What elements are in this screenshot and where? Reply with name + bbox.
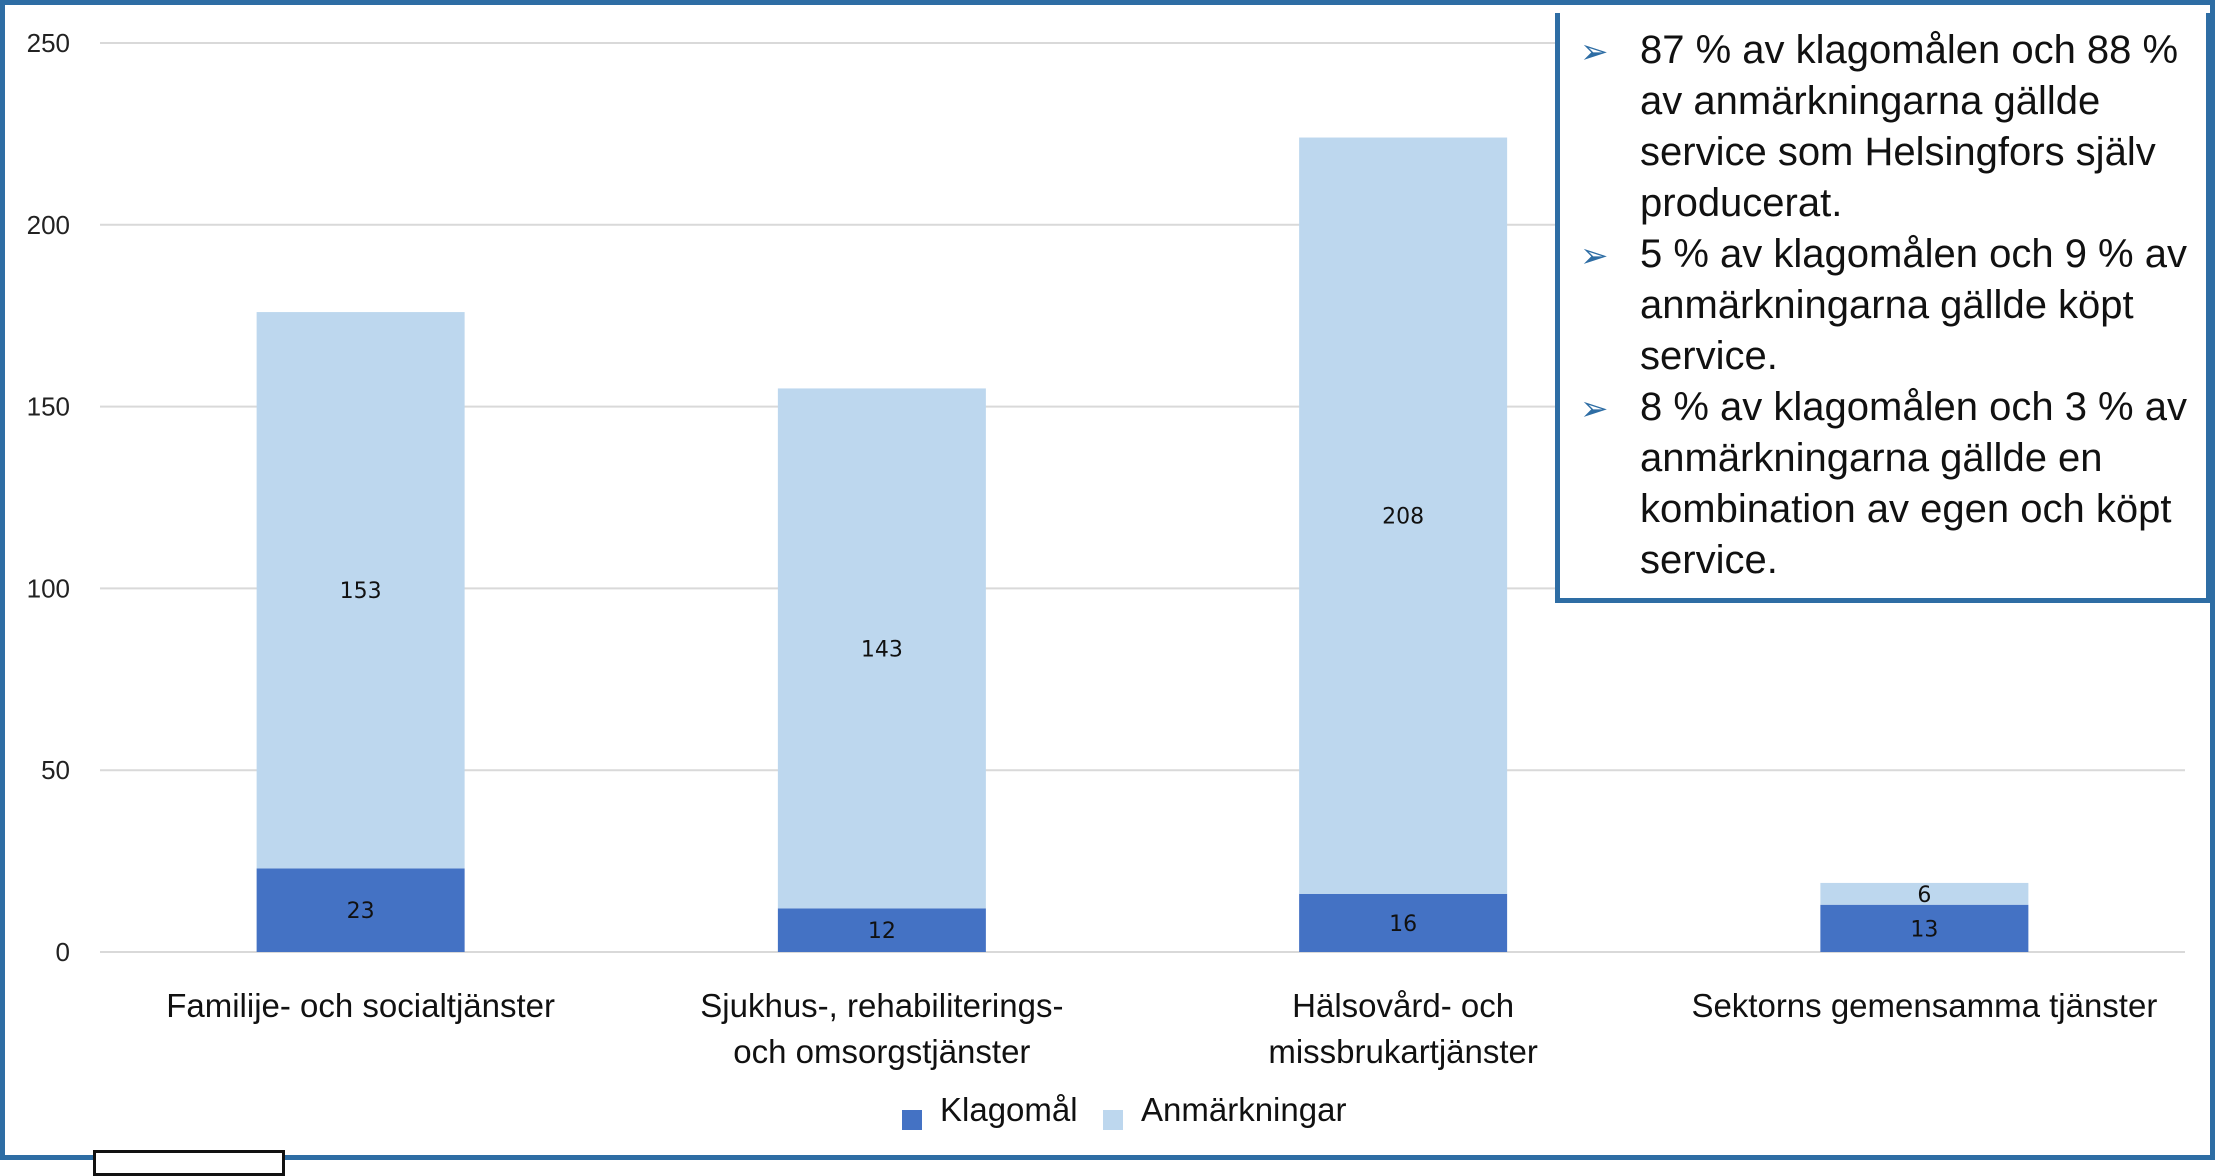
x-tick-label: Hälsovård- och missbrukartjänster bbox=[1268, 987, 1538, 1070]
y-axis: 0 50 100 150 200 250 bbox=[27, 28, 70, 967]
bar-klagomal bbox=[777, 908, 986, 952]
x-tick-label-line: Sjukhus-, rehabiliterings- bbox=[700, 987, 1063, 1024]
bar-anmarkningar bbox=[777, 388, 986, 909]
note-text: 87 % av klagomålen och 88 % av anmärknin… bbox=[1640, 28, 2179, 225]
notes-box: ➢ 87 % av klagomålen och 88 % av anmärkn… bbox=[1555, 13, 2211, 603]
x-tick-label-line: Sektorns gemensamma tjänster bbox=[1691, 987, 2157, 1024]
data-label: 13 bbox=[1910, 917, 1938, 942]
y-tick-label: 100 bbox=[27, 573, 70, 603]
x-tick-label-line: och omsorgstjänster bbox=[733, 1033, 1030, 1070]
data-label: 16 bbox=[1389, 912, 1417, 937]
x-tick-label: Sjukhus-, rehabiliterings-och omsorgstjä… bbox=[700, 987, 1063, 1070]
legend-label: Klagomål bbox=[940, 1091, 1078, 1128]
x-axis: Familije- och socialtjänster Sjukhus-, re… bbox=[166, 987, 2157, 1070]
note-item: ➢ 5 % av klagomålen och 9 % av anmärknin… bbox=[1580, 229, 2192, 382]
data-label: 153 bbox=[340, 579, 382, 604]
bars: 23 153 12 143 16 208 13 6 bbox=[256, 137, 2029, 952]
data-label: 143 bbox=[861, 637, 903, 662]
arrow-bullet-icon: ➢ bbox=[1580, 32, 1609, 72]
note-text: 5 % av klagomålen och 9 % av anmärkninga… bbox=[1640, 232, 2187, 378]
cropped-box bbox=[93, 1150, 285, 1176]
y-tick-label: 50 bbox=[41, 755, 70, 785]
bar-anmarkningar bbox=[1820, 882, 2029, 905]
note-item: ➢ 8 % av klagomålen och 3 % av anmärknin… bbox=[1580, 382, 2192, 586]
bar-klagomal bbox=[256, 868, 465, 952]
data-label: 23 bbox=[347, 899, 375, 924]
legend-label: Anmärkningar bbox=[1141, 1091, 1346, 1128]
bar-klagomal bbox=[1820, 904, 2029, 952]
y-tick-label: 250 bbox=[27, 28, 70, 58]
arrow-bullet-icon: ➢ bbox=[1580, 236, 1609, 276]
x-tick-label: Familije- och socialtjänster bbox=[166, 987, 555, 1024]
data-label: 12 bbox=[868, 919, 896, 944]
y-tick-label: 0 bbox=[56, 937, 70, 967]
stacked-bar-chart: 0 50 100 150 200 250 23 153 12 143 16 208 13 6 Famil… bbox=[27, 28, 2185, 1130]
legend: Klagomål Anmärkningar bbox=[902, 1091, 1346, 1130]
data-label: 6 bbox=[1917, 883, 1931, 908]
y-tick-label: 150 bbox=[27, 392, 70, 422]
bar-anmarkningar bbox=[1299, 137, 1508, 894]
data-label: 208 bbox=[1382, 505, 1424, 530]
legend-swatch bbox=[1103, 1110, 1123, 1130]
x-tick-label-line: Familije- och socialtjänster bbox=[166, 987, 555, 1024]
x-tick-label-line: Hälsovård- och bbox=[1292, 987, 1514, 1024]
legend-swatch bbox=[902, 1110, 922, 1130]
note-item: ➢ 87 % av klagomålen och 88 % av anmärkn… bbox=[1580, 25, 2192, 229]
x-tick-label-line: missbrukartjänster bbox=[1268, 1033, 1538, 1070]
arrow-bullet-icon: ➢ bbox=[1580, 389, 1609, 429]
notes-list: ➢ 87 % av klagomålen och 88 % av anmärkn… bbox=[1580, 25, 2192, 586]
bar-klagomal bbox=[1299, 893, 1508, 952]
note-text: 8 % av klagomålen och 3 % av anmärkninga… bbox=[1640, 385, 2187, 582]
bar-anmarkningar bbox=[256, 312, 465, 869]
x-tick-label: Sektorns gemensamma tjänster bbox=[1691, 987, 2157, 1024]
y-tick-label: 200 bbox=[27, 210, 70, 240]
